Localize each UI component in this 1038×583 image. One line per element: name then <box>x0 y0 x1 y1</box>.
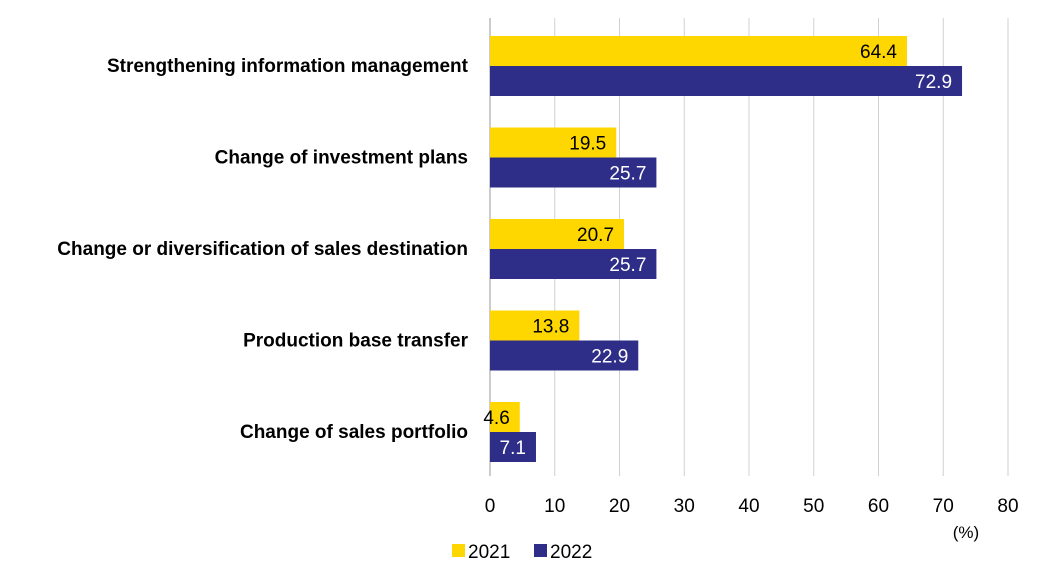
bar-2022 <box>490 340 639 371</box>
value-label: 19.5 <box>569 134 606 155</box>
bar-2022 <box>490 157 657 188</box>
category-label: Change of sales portfolio <box>240 422 468 443</box>
bar-2022 <box>490 249 657 279</box>
category-label: Strengthening information management <box>107 56 469 77</box>
bar-2022 <box>490 66 963 96</box>
legend-swatch <box>452 544 465 557</box>
legend: 2021 2022 <box>452 542 592 563</box>
x-tick-label: 80 <box>997 496 1018 517</box>
x-tick-label: 50 <box>803 496 824 517</box>
legend-swatch <box>534 544 547 557</box>
x-axis-unit: (%) <box>953 523 979 542</box>
x-tick-label: 40 <box>738 496 759 517</box>
x-tick-label: 10 <box>544 496 565 517</box>
bar-2022 <box>490 432 536 462</box>
legend-label: 2022 <box>550 542 592 563</box>
x-tick-labels: 0 10 20 30 40 50 60 70 80 <box>485 496 1019 517</box>
value-label: 72.9 <box>915 72 952 93</box>
value-labels: 64.472.919.525.720.725.713.822.94.67.1 <box>483 42 952 459</box>
bar-2021 <box>490 310 580 341</box>
category-label: Change or diversification of sales desti… <box>57 239 468 260</box>
bar-2021 <box>490 219 625 249</box>
legend-label: 2021 <box>468 542 510 563</box>
category-labels: Strengthening information management Chan… <box>57 56 468 443</box>
value-label: 7.1 <box>500 438 526 459</box>
x-tick-label: 20 <box>609 496 630 517</box>
bar-2021 <box>490 402 520 432</box>
value-label: 13.8 <box>532 317 569 338</box>
category-label: Production base transfer <box>243 331 468 352</box>
value-label: 25.7 <box>609 164 646 185</box>
x-tick-label: 30 <box>674 496 695 517</box>
value-label: 22.9 <box>591 347 628 368</box>
value-label: 20.7 <box>577 225 614 246</box>
value-label: 25.7 <box>609 255 646 276</box>
bar-2021 <box>490 36 907 66</box>
category-label: Change of investment plans <box>215 148 468 169</box>
value-label: 4.6 <box>483 408 509 429</box>
x-tick-label: 60 <box>868 496 889 517</box>
bars <box>490 36 963 462</box>
x-tick-label: 0 <box>485 496 496 517</box>
bar-2021 <box>490 127 617 158</box>
x-tick-label: 70 <box>933 496 954 517</box>
value-label: 64.4 <box>860 42 897 63</box>
